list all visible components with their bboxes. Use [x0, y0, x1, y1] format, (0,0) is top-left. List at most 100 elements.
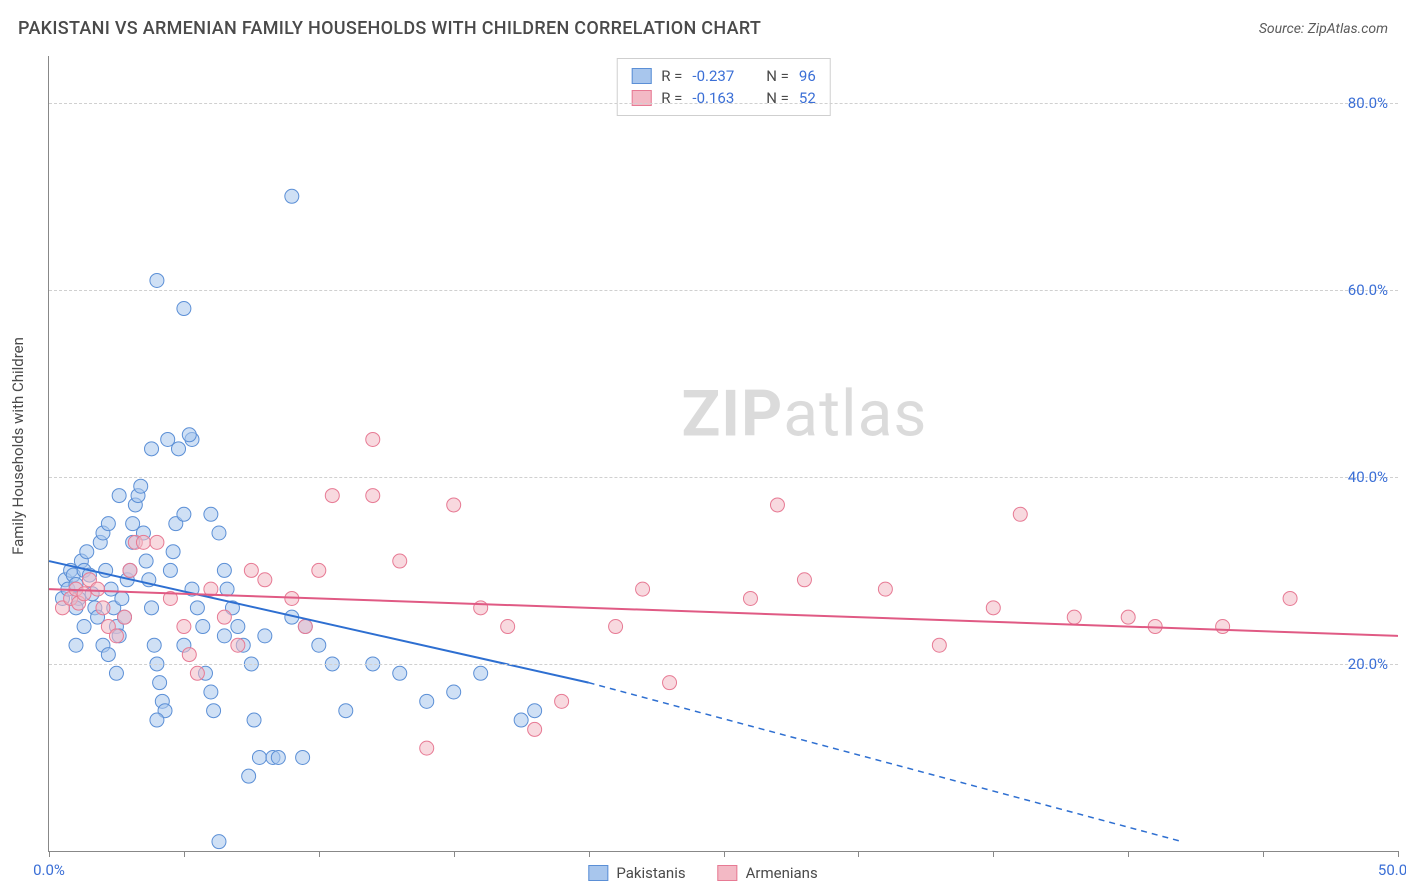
datapoint-pakistanis [147, 638, 161, 652]
datapoint-armenians [1067, 610, 1081, 624]
x-tick [993, 851, 994, 857]
datapoint-pakistanis [101, 648, 115, 662]
datapoint-pakistanis [145, 442, 159, 456]
y-tick-label: 60.0% [1348, 281, 1388, 299]
datapoint-pakistanis [217, 629, 231, 643]
y-tick-label: 40.0% [1348, 468, 1388, 486]
n-label-1: N = [766, 89, 789, 107]
datapoint-armenians [663, 676, 677, 690]
datapoint-pakistanis [212, 526, 226, 540]
datapoint-pakistanis [153, 676, 167, 690]
trendline-dash-pakistanis [589, 683, 1183, 842]
datapoint-pakistanis [296, 750, 310, 764]
legend-item-pakistanis: Pakistanis [588, 864, 685, 882]
datapoint-armenians [177, 620, 191, 634]
datapoint-pakistanis [161, 432, 175, 446]
legend-label-armenians: Armenians [746, 864, 818, 882]
datapoint-armenians [555, 694, 569, 708]
datapoint-pakistanis [514, 713, 528, 727]
y-axis-title: Family Households with Children [9, 337, 27, 555]
datapoint-pakistanis [528, 704, 542, 718]
datapoint-pakistanis [474, 666, 488, 680]
legend-bottom: Pakistanis Armenians [588, 864, 817, 882]
datapoint-armenians [743, 591, 757, 605]
datapoint-armenians [182, 648, 196, 662]
chart-plot-area: ZIPatlas R = -0.237 N = 96 R = -0.163 N … [48, 56, 1398, 852]
datapoint-armenians [878, 582, 892, 596]
datapoint-armenians [501, 620, 515, 634]
datapoint-armenians [77, 587, 91, 601]
x-tick [319, 851, 320, 857]
datapoint-pakistanis [252, 750, 266, 764]
datapoint-pakistanis [163, 563, 177, 577]
datapoint-pakistanis [177, 302, 191, 316]
grid-line [49, 290, 1398, 291]
n-label-0: N = [766, 67, 789, 85]
datapoint-pakistanis [217, 563, 231, 577]
legend-item-armenians: Armenians [718, 864, 818, 882]
datapoint-pakistanis [145, 601, 159, 615]
r-label-0: R = [661, 67, 682, 85]
scatter-svg [49, 56, 1398, 851]
datapoint-armenians [96, 601, 110, 615]
datapoint-pakistanis [139, 554, 153, 568]
datapoint-armenians [231, 638, 245, 652]
datapoint-armenians [366, 432, 380, 446]
datapoint-pakistanis [212, 835, 226, 849]
r-value-1: -0.163 [692, 89, 734, 107]
datapoint-pakistanis [247, 713, 261, 727]
x-tick [1128, 851, 1129, 857]
datapoint-pakistanis [177, 507, 191, 521]
swatch-pakistanis [631, 68, 651, 84]
datapoint-pakistanis [339, 704, 353, 718]
datapoint-pakistanis [115, 591, 129, 605]
x-tick [454, 851, 455, 857]
datapoint-armenians [393, 554, 407, 568]
x-tick [1263, 851, 1264, 857]
x-tick [1398, 851, 1399, 857]
datapoint-armenians [91, 582, 105, 596]
datapoint-pakistanis [204, 685, 218, 699]
datapoint-armenians [932, 638, 946, 652]
legend-stats: R = -0.237 N = 96 R = -0.163 N = 52 [616, 58, 831, 116]
datapoint-pakistanis [207, 704, 221, 718]
datapoint-armenians [136, 535, 150, 549]
datapoint-pakistanis [242, 769, 256, 783]
legend-stats-row-0: R = -0.237 N = 96 [631, 65, 816, 87]
datapoint-pakistanis [166, 545, 180, 559]
datapoint-armenians [312, 563, 326, 577]
datapoint-armenians [258, 573, 272, 587]
datapoint-pakistanis [69, 638, 83, 652]
datapoint-pakistanis [420, 694, 434, 708]
x-tick [589, 851, 590, 857]
datapoint-pakistanis [447, 685, 461, 699]
datapoint-pakistanis [101, 517, 115, 531]
datapoint-armenians [609, 620, 623, 634]
datapoint-armenians [109, 629, 123, 643]
datapoint-armenians [528, 722, 542, 736]
datapoint-armenians [447, 498, 461, 512]
datapoint-pakistanis [312, 638, 326, 652]
datapoint-pakistanis [112, 489, 126, 503]
datapoint-pakistanis [190, 601, 204, 615]
source-label: Source: ZipAtlas.com [1259, 21, 1388, 37]
datapoint-armenians [190, 666, 204, 680]
y-tick-label: 80.0% [1348, 94, 1388, 112]
datapoint-armenians [366, 489, 380, 503]
datapoint-armenians [986, 601, 1000, 615]
datapoint-pakistanis [196, 620, 210, 634]
datapoint-pakistanis [80, 545, 94, 559]
datapoint-pakistanis [182, 428, 196, 442]
datapoint-pakistanis [134, 479, 148, 493]
datapoint-pakistanis [285, 189, 299, 203]
y-tick-label: 20.0% [1348, 655, 1388, 673]
r-label-1: R = [661, 89, 682, 107]
datapoint-armenians [325, 489, 339, 503]
datapoint-pakistanis [231, 620, 245, 634]
datapoint-pakistanis [150, 713, 164, 727]
datapoint-pakistanis [258, 629, 272, 643]
datapoint-armenians [1283, 591, 1297, 605]
datapoint-pakistanis [271, 750, 285, 764]
datapoint-armenians [118, 610, 132, 624]
datapoint-pakistanis [77, 620, 91, 634]
